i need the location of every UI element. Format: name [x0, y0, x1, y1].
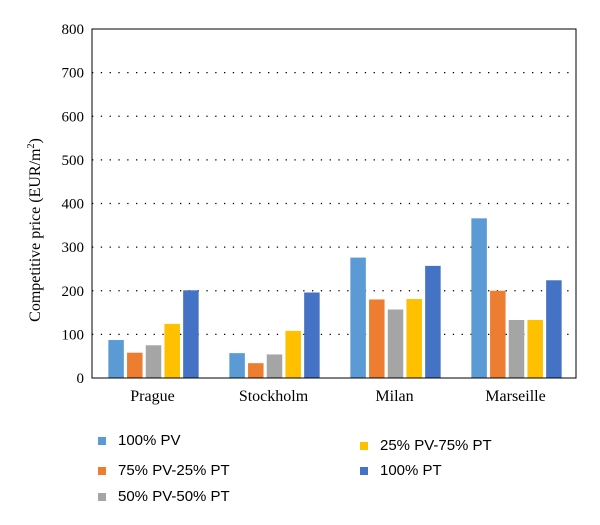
x-category-label: Prague [130, 388, 174, 405]
legend-label: 100% PV [118, 432, 181, 449]
bar [406, 299, 422, 378]
bar [183, 290, 199, 378]
y-tick-label: 0 [77, 371, 85, 387]
bar [387, 309, 404, 378]
legend-item-100pt: 100% PT [360, 462, 442, 479]
legend-label: 25% PV-75% PT [380, 437, 492, 454]
y-tick-label: 100 [62, 327, 85, 343]
y-tick-label: 400 [62, 197, 85, 213]
legend-item-100pv: 100% PV [98, 432, 181, 449]
legend-item-50pv-50pt: 50% PV-50% PT [98, 488, 230, 505]
axes [91, 28, 577, 379]
bar [108, 340, 124, 378]
x-category-label: Stockholm [239, 388, 309, 405]
y-tick-label: 800 [62, 22, 85, 38]
bar [546, 280, 562, 378]
bar [425, 265, 441, 378]
bar [266, 354, 283, 378]
bar [229, 353, 245, 378]
bar [164, 323, 180, 378]
y-axis-title-end: ) [27, 138, 44, 143]
plot-frame [91, 28, 577, 379]
legend-label: 50% PV-50% PT [118, 488, 230, 505]
legend-swatch [98, 466, 106, 475]
legend-swatch [360, 466, 368, 475]
y-axis-title-superscript: 2 [26, 144, 37, 149]
legend-item-25pv-75pt: 25% PV-75% PT [360, 437, 492, 454]
bar [304, 292, 320, 378]
bar [350, 257, 366, 378]
bar [369, 299, 385, 378]
bar [285, 330, 301, 378]
y-axis-title-main: Competitive price (EUR/m [27, 148, 44, 322]
y-tick-label: 600 [62, 109, 85, 125]
y-axis-title: Competitive price (EUR/m2) [26, 138, 44, 322]
legend-swatch [98, 492, 106, 501]
bar [471, 218, 487, 378]
bar [127, 352, 143, 378]
bar [248, 363, 264, 378]
legend-item-75pv-25pt: 75% PV-25% PT [98, 462, 230, 479]
x-category-label: Marseille [485, 388, 545, 405]
bar [527, 319, 543, 378]
bars [108, 218, 562, 378]
legend-label: 75% PV-25% PT [118, 462, 230, 479]
y-tick-label: 500 [62, 153, 85, 169]
x-category-labels: Prague Stockholm Milan Marseille [130, 388, 545, 405]
bar [490, 290, 506, 378]
legend-label: 100% PT [380, 462, 442, 479]
y-tick-label: 300 [62, 240, 85, 256]
y-tick-label: 200 [62, 284, 85, 300]
bar [145, 345, 162, 378]
legend-swatch [360, 441, 368, 450]
bar [508, 319, 525, 378]
y-tick-label: 700 [62, 66, 85, 82]
x-category-label: Milan [375, 388, 413, 405]
y-tick-labels: 0 100 200 300 400 500 600 700 800 [62, 22, 85, 387]
legend-swatch [98, 436, 106, 445]
